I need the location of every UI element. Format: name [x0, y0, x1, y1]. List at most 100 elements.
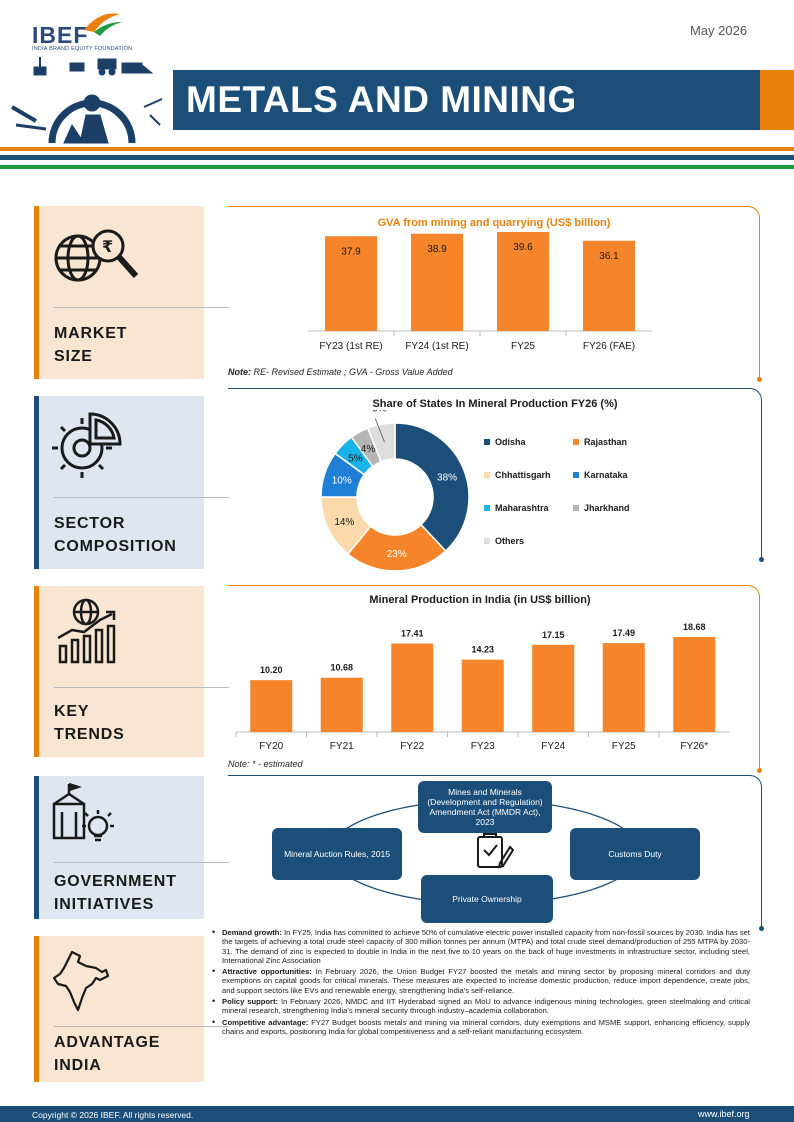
legend-swatch — [573, 472, 579, 478]
donut-value-label: 4% — [361, 444, 376, 455]
orange-stripe — [0, 147, 794, 151]
production-bar — [532, 644, 575, 732]
government-card: GOVERNMENT INITIATIVES — [34, 776, 229, 919]
logo-subtitle: INDIA BRAND EQUITY FOUNDATION — [32, 46, 133, 52]
legend-item: Karnataka — [573, 470, 628, 480]
government-panel-frame — [228, 775, 762, 929]
production-bar — [673, 637, 716, 732]
legend-label: Odisha — [495, 437, 526, 447]
advantage-item: Policy support: In February 2026, NMDC a… — [212, 997, 750, 1016]
advantage-item: Demand growth: In FY25, India has commit… — [212, 928, 750, 965]
gva-note: Note: RE- Revised Estimate ; GVA - Gross… — [228, 367, 453, 377]
production-panel-frame — [228, 585, 760, 771]
gva-note-prefix: Note: — [228, 367, 251, 377]
section-label-india: INDIA — [54, 1057, 102, 1074]
legend-swatch — [484, 505, 490, 511]
footer-bar — [0, 1106, 794, 1122]
legend-label: Others — [495, 536, 525, 546]
section-label-key: KEY — [54, 703, 90, 720]
legend-item: Odisha — [484, 437, 526, 447]
section-label-composition: COMPOSITION — [54, 538, 177, 555]
globe-growth-chart-icon — [57, 598, 116, 664]
donut-value-label: 14% — [334, 517, 354, 528]
gov-box-mmdr-act: Mines and Minerals (Development and Regu… — [418, 781, 552, 833]
production-bar-value: 17.15 — [542, 630, 565, 640]
logo-swoosh-icon — [84, 13, 122, 36]
gov-box-auction-rules: Mineral Auction Rules, 2015 — [272, 828, 402, 880]
report-date: May 2026 — [690, 23, 748, 38]
gva-panel-frame — [228, 206, 760, 380]
advantage-list: Demand growth: In FY25, India has commit… — [212, 928, 750, 1038]
production-category-label: FY23 — [471, 741, 495, 752]
production-bar — [391, 643, 434, 732]
production-note: Note: * - estimated — [228, 759, 303, 769]
production-bar-chart: 10.20 FY20 10.68 FY21 17.41 FY22 14.23 FY23 17.1… — [235, 622, 730, 752]
advantage-item: Attractive opportunities: In February 20… — [212, 967, 750, 995]
donut-value-label: 38% — [437, 472, 457, 483]
production-category-label: FY24 — [541, 741, 565, 752]
production-bar-value: 18.68 — [683, 622, 706, 632]
legend-item: Rajasthan — [573, 437, 627, 447]
legend-item: Maharashtra — [484, 503, 549, 513]
share-panel-frame — [228, 388, 762, 560]
gva-bar-chart: 37.9 FY23 (1st RE) 38.9 FY24 (1st RE) 39.6 FY… — [308, 232, 652, 352]
sector-composition-card: SECTOR COMPOSITION — [34, 396, 229, 569]
footer-copyright: Copyright © 2026 IBEF. All rights reserv… — [32, 1110, 194, 1120]
production-chart-title: Mineral Production in India (in US$ bill… — [369, 594, 591, 606]
section-label-trends: TRENDS — [54, 726, 125, 743]
legend-swatch — [573, 505, 579, 511]
share-chart-title: Share of States In Mineral Production FY… — [372, 398, 618, 410]
title-accent — [760, 70, 794, 130]
legend-label: Karnataka — [584, 470, 628, 480]
donut-leader-line — [374, 418, 385, 443]
production-frame-dot — [757, 768, 762, 773]
share-donut-chart: 38% 23% 14% 10% 5%4% 6% — [320, 410, 470, 570]
gva-bar — [497, 232, 549, 331]
gva-bar — [325, 236, 377, 331]
donut-slice — [366, 422, 396, 463]
document-checkmark-icon — [477, 833, 514, 869]
gva-bar — [583, 240, 635, 331]
legend-swatch — [484, 472, 490, 478]
production-category-label: FY26* — [680, 741, 708, 752]
donut-value-label: 6% — [372, 410, 387, 414]
gva-bar — [411, 233, 463, 331]
title-bar — [173, 70, 760, 130]
legend-swatch — [484, 439, 490, 445]
advantage-item: Competitive advantage: FY27 Budget boost… — [212, 1018, 750, 1037]
advantage-heading: Attractive opportunities: — [222, 967, 312, 977]
advantage-text: In February 2026, NMDC and IIT Hyderabad… — [222, 997, 750, 1016]
production-category-label: FY21 — [330, 741, 354, 752]
india-map-icon — [52, 950, 110, 1012]
footer-website-link[interactable]: www.ibef.org — [698, 1109, 750, 1119]
government-frame-dot — [759, 926, 764, 931]
globe-magnifier-icon: ₹ — [54, 229, 139, 282]
legend-item: Jharkhand — [573, 503, 630, 513]
production-bar-value: 17.49 — [612, 628, 635, 638]
page-title: METALS AND MINING — [186, 79, 577, 120]
gva-category-label: FY24 (1st RE) — [405, 341, 468, 352]
production-bar — [320, 677, 363, 732]
section-label-government: GOVERNMENT — [54, 873, 177, 890]
gva-category-label: FY25 — [511, 341, 535, 352]
gva-category-label: FY23 (1st RE) — [319, 341, 382, 352]
production-bar — [461, 659, 504, 732]
section-label-size: SIZE — [54, 348, 93, 365]
advantage-text: FY27 Budget boosts metals and mining via… — [222, 1017, 750, 1036]
gva-chart-title: GVA from mining and quarrying (US$ billi… — [377, 217, 611, 229]
green-stripe — [0, 165, 794, 169]
svg-text:₹: ₹ — [102, 237, 113, 256]
production-bar-value: 17.41 — [401, 628, 424, 638]
gva-frame-dot — [757, 377, 762, 382]
advantage-card: ADVANTAGE INDIA — [34, 936, 229, 1082]
legend-label: Rajasthan — [584, 437, 628, 447]
production-bar-value: 14.23 — [471, 645, 494, 655]
production-bar-value: 10.68 — [330, 663, 353, 673]
market-size-card: ₹ MARKET SIZE — [34, 206, 229, 379]
legend-label: Jharkhand — [584, 503, 630, 513]
donut-value-label: 10% — [332, 476, 352, 487]
advantage-heading: Demand growth: — [222, 928, 282, 937]
key-trends-card: KEY TRENDS — [34, 586, 229, 757]
legend-label: Chhattisgarh — [495, 470, 551, 480]
share-frame-dot — [759, 557, 764, 562]
